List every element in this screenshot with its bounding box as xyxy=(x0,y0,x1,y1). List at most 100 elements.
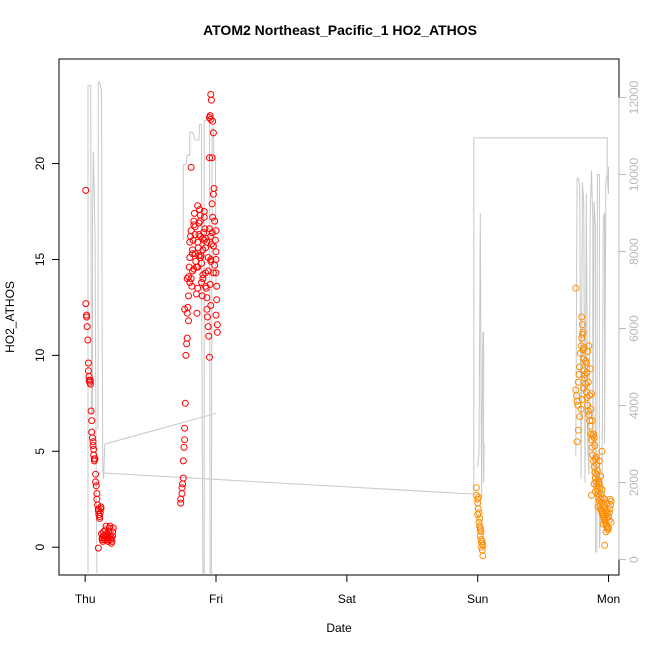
data-point-red xyxy=(209,242,217,250)
data-point-red xyxy=(187,227,195,235)
data-point-red xyxy=(84,336,92,344)
data-point-orange xyxy=(578,396,586,403)
data-point-orange xyxy=(479,541,487,549)
data-point-red xyxy=(213,321,221,329)
data-point-red xyxy=(213,328,221,336)
data-point-orange xyxy=(580,384,588,392)
data-point-red xyxy=(83,313,91,321)
data-point-red xyxy=(212,248,220,256)
data-point-red xyxy=(213,296,221,304)
data-point-red xyxy=(203,294,211,302)
right-y-tick-label: 0 xyxy=(627,556,641,563)
data-point-red xyxy=(196,217,204,225)
data-point-red xyxy=(200,208,208,215)
data-point-orange xyxy=(598,486,606,494)
data-point-red xyxy=(86,380,94,388)
data-point-red xyxy=(88,417,96,425)
data-point-red xyxy=(198,292,206,300)
data-point-red xyxy=(194,284,202,292)
data-point-red xyxy=(198,279,206,286)
data-point-red xyxy=(83,323,91,331)
data-point-red xyxy=(199,275,207,283)
data-point-red xyxy=(178,484,186,492)
data-point-red xyxy=(206,353,213,361)
x-axis-title: Date xyxy=(326,621,352,635)
data-point-red xyxy=(178,490,186,497)
data-point-red xyxy=(109,528,117,536)
data-point-orange xyxy=(572,284,580,292)
line-series-layer xyxy=(87,81,609,574)
data-point-red xyxy=(190,265,198,273)
data-point-red xyxy=(213,282,221,290)
data-point-orange xyxy=(593,467,601,474)
data-point-red xyxy=(209,213,217,221)
right-y-tick-label: 10000 xyxy=(627,158,641,192)
data-point-red xyxy=(195,219,203,227)
line-segment xyxy=(182,112,217,574)
data-point-orange xyxy=(594,503,602,511)
data-point-orange xyxy=(574,378,582,386)
data-point-red xyxy=(208,200,216,208)
data-point-red xyxy=(204,323,212,331)
data-point-red xyxy=(202,282,209,290)
data-point-red xyxy=(88,428,96,436)
x-tick-label: Sun xyxy=(467,592,488,606)
y-tick-label: 20 xyxy=(33,157,47,171)
data-point-red xyxy=(92,478,100,486)
y-axis: 0 5 10 15 20 xyxy=(33,157,60,551)
data-point-orange xyxy=(476,524,484,532)
data-point-orange xyxy=(598,447,606,455)
y-tick-label: 15 xyxy=(33,252,47,266)
data-point-orange xyxy=(573,438,581,446)
y-axis-title: HO2_ATHOS xyxy=(3,281,17,353)
data-point-red xyxy=(194,202,202,210)
data-point-orange xyxy=(581,371,589,378)
right-y-tick-label: 12000 xyxy=(627,80,641,114)
right-y-tick-label: 6000 xyxy=(627,315,641,342)
data-point-red xyxy=(109,532,117,540)
data-point-red xyxy=(193,309,201,317)
data-point-orange xyxy=(588,417,596,425)
data-point-red xyxy=(195,252,203,260)
data-point-orange xyxy=(603,514,611,522)
data-point-orange xyxy=(605,509,613,517)
data-point-orange xyxy=(607,518,615,526)
data-point-red xyxy=(177,499,185,507)
data-point-orange xyxy=(597,472,605,480)
line-segment xyxy=(103,412,217,479)
data-point-orange xyxy=(579,328,587,336)
data-point-red xyxy=(203,305,211,313)
data-point-red xyxy=(187,163,195,171)
data-point-orange xyxy=(588,390,595,398)
data-point-red xyxy=(183,340,191,348)
y-tick-label: 0 xyxy=(33,544,47,551)
right-y-tick-label: 4000 xyxy=(627,392,641,419)
data-point-red xyxy=(207,256,215,263)
x-tick-label: Mon xyxy=(597,592,620,606)
data-point-orange xyxy=(472,491,480,499)
data-point-orange xyxy=(477,528,485,536)
data-point-orange xyxy=(478,537,486,545)
data-point-orange xyxy=(587,405,595,413)
data-point-red xyxy=(195,231,203,238)
x-tick-label: Thu xyxy=(75,592,96,606)
data-point-red xyxy=(191,223,199,231)
data-point-red xyxy=(82,186,90,194)
data-point-orange xyxy=(599,493,607,501)
data-point-red xyxy=(181,436,189,444)
data-point-red xyxy=(181,424,189,432)
data-point-red xyxy=(94,544,102,552)
x-tick-label: Sat xyxy=(338,592,357,606)
data-point-red xyxy=(196,254,204,261)
data-point-red xyxy=(91,455,99,463)
plot-frame xyxy=(58,58,620,576)
data-point-red xyxy=(203,238,211,246)
data-point-red xyxy=(109,524,117,532)
x-axis: Thu Fri Sat Sun Mon xyxy=(75,574,620,606)
data-point-red xyxy=(86,376,94,384)
data-point-orange xyxy=(474,493,482,501)
data-point-red xyxy=(206,280,214,288)
data-point-red xyxy=(210,185,218,192)
data-point-orange xyxy=(590,480,598,488)
right-y-axis: 0 2000 4000 6000 8000 10000 12000 xyxy=(618,80,641,563)
